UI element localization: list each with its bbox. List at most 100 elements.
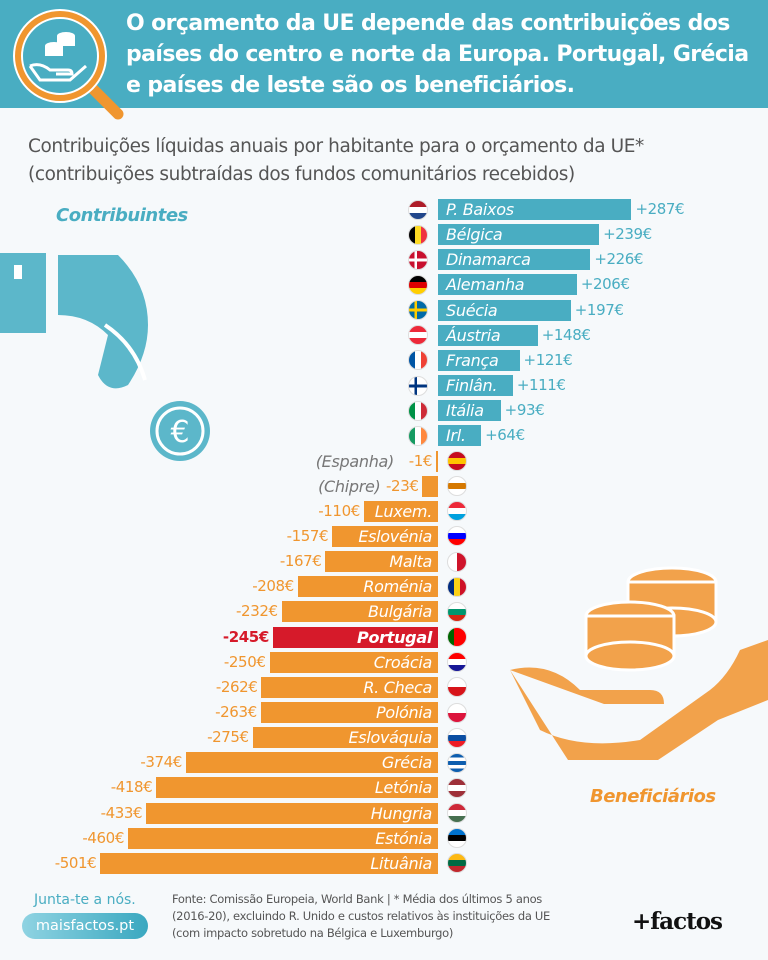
receiving-hand-coins-illustration — [510, 566, 768, 760]
value-label: -110€ — [318, 501, 360, 520]
bar-label: Grécia — [381, 753, 432, 773]
bar-espanha — [436, 450, 438, 472]
bar-bulg-ria — [281, 601, 438, 623]
bar-r-checa — [261, 676, 438, 698]
bar-su-cia — [438, 299, 571, 321]
source-line-3: (com impacto sobretudo na Bélgica e Luxe… — [172, 926, 454, 940]
value-label: -167€ — [279, 552, 322, 571]
bar-label: Estónia — [375, 828, 432, 848]
bar-let-nia — [156, 777, 438, 799]
bar-label: Polónia — [376, 703, 432, 722]
bar-eslov-nia — [332, 525, 438, 547]
bar-label: Lituânia — [370, 853, 432, 873]
flag-gr-cia-icon — [447, 752, 467, 773]
chart-subtitle: Contribuições líquidas anuais por habita… — [28, 133, 644, 189]
flag-fran-a-icon — [408, 350, 428, 371]
subtitle-line-1: Contribuições líquidas anuais por habita… — [28, 136, 644, 157]
website-link-button[interactable]: maisfactos.pt — [22, 913, 148, 939]
giving-hand-illustration: € — [0, 253, 210, 461]
bar-label: Luxem. — [374, 501, 433, 521]
magnifier-coins-icon — [13, 9, 124, 120]
value-label: +287€ — [635, 200, 685, 218]
bar-label: (Chipre) — [318, 476, 381, 496]
bar-rom-nia — [297, 576, 438, 598]
bar-label: Croácia — [373, 652, 433, 672]
bar-hungria — [146, 802, 438, 824]
subtitle-line-2: (contribuições subtraídas dos fundos com… — [28, 164, 575, 185]
beneficiaries-label: Beneficiários — [590, 786, 716, 807]
value-label: -23€ — [386, 476, 419, 495]
value-label: -433€ — [100, 803, 143, 822]
flag-ustria-icon — [408, 325, 428, 346]
bar-b-lgica — [438, 224, 600, 246]
flag-cro-cia-icon — [447, 652, 467, 673]
flag-bulg-ria-icon — [447, 601, 467, 622]
value-label: -262€ — [215, 677, 258, 696]
source-line-2: (2016-20), excluindo R. Unido e custos r… — [172, 909, 551, 923]
value-label: -374€ — [140, 753, 182, 772]
flag-pol-nia-icon — [447, 702, 467, 723]
bar-portugal — [272, 626, 438, 648]
value-label: -460€ — [82, 828, 124, 847]
flag-portugal-icon — [447, 627, 467, 648]
bar-fran-a — [438, 349, 520, 371]
value-label: -275€ — [207, 728, 249, 747]
value-label: -501€ — [54, 853, 97, 872]
bar-label: Eslováquia — [348, 728, 432, 748]
value-label: -250€ — [223, 652, 266, 671]
bar-gr-cia — [185, 752, 438, 774]
value-label: -263€ — [215, 703, 257, 721]
value-label: +206€ — [580, 275, 630, 294]
flag-litu-nia-icon — [447, 853, 467, 874]
bar-eslov-quia — [252, 727, 438, 749]
value-label: -232€ — [236, 602, 278, 621]
value-label: -157€ — [286, 526, 329, 545]
flag-eslov-quia-icon — [447, 727, 467, 748]
bar-label: Irl. — [446, 426, 466, 446]
flag-r-checa-icon — [447, 677, 467, 698]
flag-malta-icon — [447, 551, 467, 572]
bar-label: Hungria — [370, 803, 433, 823]
source-line-1: Fonte: Comissão Europeia, World Bank | *… — [172, 892, 542, 906]
headline: O orçamento da UE depende das contribuiç… — [126, 11, 749, 98]
value-label: +64€ — [485, 426, 525, 445]
flag-su-cia-icon — [408, 300, 428, 321]
bar-litu-nia — [100, 852, 438, 874]
flag-hungria-icon — [447, 803, 467, 824]
bar-cro-cia — [269, 651, 438, 673]
bar-malta — [325, 551, 438, 573]
bar-label: R. Checa — [363, 677, 432, 697]
bar-label: Eslovénia — [358, 526, 432, 546]
value-label: +197€ — [574, 300, 624, 319]
flag-b-lgica-icon — [408, 224, 428, 245]
flag-irl-icon — [408, 425, 428, 446]
bar-it-lia — [438, 400, 501, 422]
bar-label: Itália — [446, 401, 484, 421]
flag-alemanha-icon — [408, 274, 428, 295]
bar-label: Suécia — [446, 300, 498, 320]
contributors-label: Contribuintes — [56, 205, 188, 226]
flag-eslov-nia-icon — [447, 526, 467, 547]
flag-p-baixos-icon — [408, 199, 428, 220]
value-label: +239€ — [603, 225, 652, 244]
flag-chipre-icon — [447, 476, 467, 497]
bar-label: P. Baixos — [446, 200, 514, 219]
flag-luxem-icon — [447, 501, 467, 522]
value-label: +148€ — [541, 325, 591, 344]
value-label: +111€ — [516, 376, 566, 395]
bar-label: Roménia — [363, 577, 432, 597]
value-label: +226€ — [594, 250, 644, 269]
value-label: -1€ — [408, 451, 433, 470]
flag-rom-nia-icon — [447, 576, 467, 597]
bar-irl — [438, 425, 482, 447]
bar-alemanha — [438, 274, 577, 296]
bar-pol-nia — [260, 702, 438, 723]
bar-label: Bélgica — [446, 225, 503, 245]
value-label: -418€ — [110, 778, 153, 797]
flag-est-nia-icon — [447, 828, 467, 849]
flag-espanha-icon — [447, 451, 467, 471]
bar-p-baixos — [438, 199, 632, 220]
value-label: +93€ — [504, 401, 545, 420]
bar-est-nia — [127, 827, 438, 849]
